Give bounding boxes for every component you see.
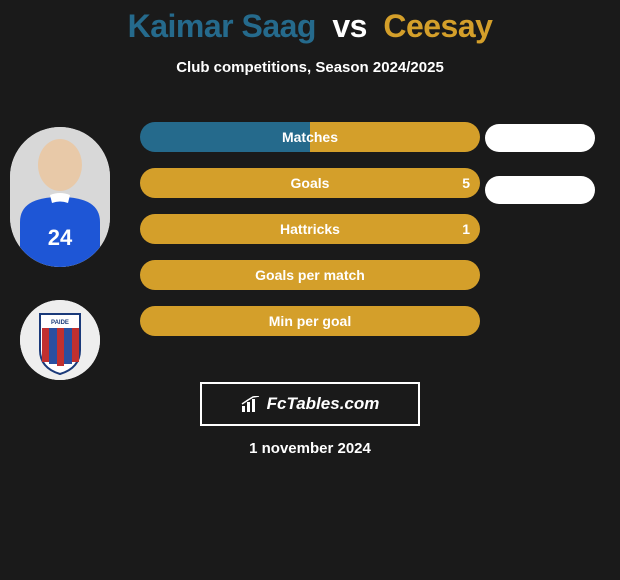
stat-bar: Hattricks1 xyxy=(140,214,480,244)
stat-bar: Matches xyxy=(140,122,480,152)
stat-value-right: 1 xyxy=(462,214,470,244)
player1-club-badge: PAIDE xyxy=(20,300,100,380)
brand-watermark: FcTables.com xyxy=(200,382,420,426)
comparison-chart: Matches Goals5 Hattricks1 Goals per match Mi… xyxy=(140,122,480,352)
chart-icon xyxy=(241,396,261,412)
player1-photo: 24 xyxy=(10,127,110,267)
player2-name: Ceesay xyxy=(383,8,492,44)
svg-text:24: 24 xyxy=(48,225,73,250)
versus-text: vs xyxy=(332,8,367,44)
stat-label: Min per goal xyxy=(140,306,480,336)
stat-value-right: 5 xyxy=(462,168,470,198)
stat-label: Goals xyxy=(140,168,480,198)
blank-pill xyxy=(485,124,595,152)
brand-text: FcTables.com xyxy=(267,394,380,414)
snapshot-date: 1 november 2024 xyxy=(0,440,620,457)
player1-name: Kaimar Saag xyxy=(128,8,316,44)
comparison-title: Kaimar Saag vs Ceesay xyxy=(0,0,620,45)
stat-label: Hattricks xyxy=(140,214,480,244)
stat-bar: Min per goal xyxy=(140,306,480,336)
blank-pill xyxy=(485,176,595,204)
stat-bar: Goals per match xyxy=(140,260,480,290)
stat-label: Matches xyxy=(140,122,480,152)
svg-text:PAIDE: PAIDE xyxy=(51,320,69,326)
subtitle: Club competitions, Season 2024/2025 xyxy=(0,59,620,76)
stat-bar: Goals5 xyxy=(140,168,480,198)
stat-label: Goals per match xyxy=(140,260,480,290)
